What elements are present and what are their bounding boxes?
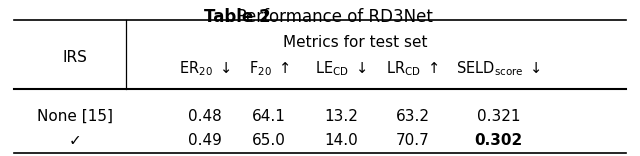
Text: $\mathrm{SELD}_{\mathrm{score}}$ $\downarrow$: $\mathrm{SELD}_{\mathrm{score}}$ $\downa…: [456, 59, 541, 78]
Text: 64.1: 64.1: [252, 109, 286, 124]
Text: 0.49: 0.49: [188, 133, 222, 148]
Text: $\mathrm{ER}_{20}$ $\downarrow$: $\mathrm{ER}_{20}$ $\downarrow$: [179, 59, 231, 78]
Text: ✓: ✓: [68, 133, 81, 148]
Text: $\mathrm{F}_{20}$ $\uparrow$: $\mathrm{F}_{20}$ $\uparrow$: [248, 59, 289, 78]
Text: Metrics for test set: Metrics for test set: [283, 35, 428, 50]
Text: None [15]: None [15]: [36, 109, 113, 124]
Text: Table 2: Table 2: [204, 7, 271, 26]
Text: IRS: IRS: [62, 50, 87, 65]
Text: 65.0: 65.0: [252, 133, 286, 148]
Text: $\mathrm{LE}_{\mathrm{CD}}$ $\downarrow$: $\mathrm{LE}_{\mathrm{CD}}$ $\downarrow$: [315, 59, 367, 78]
Text: 0.302: 0.302: [474, 133, 522, 148]
Text: 14.0: 14.0: [324, 133, 358, 148]
Text: 63.2: 63.2: [396, 109, 429, 124]
Text: 70.7: 70.7: [396, 133, 429, 148]
Text: 0.48: 0.48: [188, 109, 222, 124]
Text: . Performance of RD3Net: . Performance of RD3Net: [226, 7, 433, 26]
Text: $\mathrm{LR}_{\mathrm{CD}}$ $\uparrow$: $\mathrm{LR}_{\mathrm{CD}}$ $\uparrow$: [386, 59, 439, 78]
Text: 13.2: 13.2: [324, 109, 358, 124]
Text: 0.321: 0.321: [477, 109, 520, 124]
